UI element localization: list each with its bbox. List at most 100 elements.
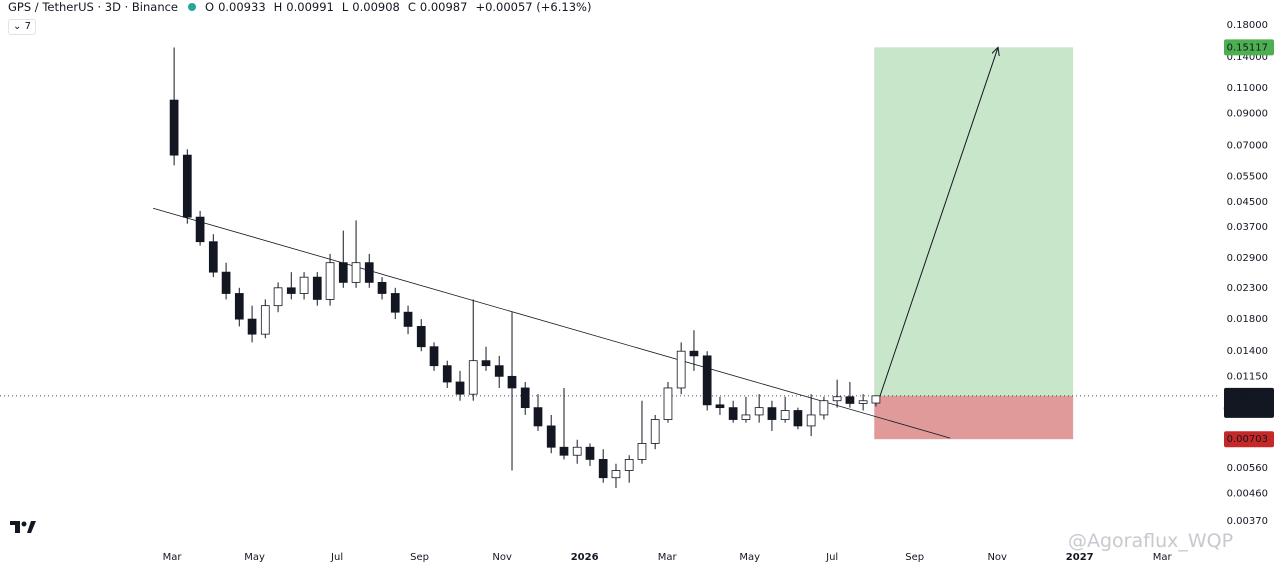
candle-body <box>442 365 452 383</box>
candle-body <box>377 281 387 294</box>
candle-body <box>689 350 699 357</box>
x-tick-label: Nov <box>987 552 1007 563</box>
candle-body <box>871 395 881 404</box>
candle-body <box>273 287 283 307</box>
y-tick-label: 0.02300 <box>1227 283 1268 294</box>
y-tick-label: 0.04500 <box>1227 197 1268 208</box>
y-tick-label: 0.01400 <box>1227 346 1268 357</box>
status-dot <box>188 3 197 11</box>
target-tag-box <box>1224 39 1274 56</box>
y-tick-label: 0.11000 <box>1227 83 1268 94</box>
tv-logo <box>10 521 36 533</box>
candle-body <box>390 293 400 313</box>
y-tick-label: 0.00560 <box>1227 463 1268 474</box>
y-tick-label: 0.18000 <box>1227 20 1268 31</box>
y-tick-label: 0.03700 <box>1227 222 1268 233</box>
x-tick-label: Nov <box>492 552 512 563</box>
candle-body <box>494 365 504 377</box>
candle-body <box>429 346 439 367</box>
candle-body <box>754 407 764 416</box>
target-zone <box>874 47 1074 396</box>
y-tick-label: 0.05500 <box>1227 171 1268 182</box>
x-tick-label: Mar <box>163 552 183 563</box>
candle-body <box>702 355 712 406</box>
candle-body <box>728 407 738 420</box>
candle-body <box>169 99 179 156</box>
y-tick-label: 0.01150 <box>1227 371 1268 382</box>
x-tick-label: Mar <box>658 552 678 563</box>
candle-body <box>455 381 465 395</box>
candle-body <box>533 407 543 427</box>
change: +0.00057 (+6.13%) <box>475 0 592 14</box>
candle-body <box>234 293 244 320</box>
candle-body <box>611 470 621 479</box>
indicator-count: 7 <box>24 21 31 32</box>
candle-body <box>338 262 348 283</box>
candle-body <box>741 414 751 420</box>
price-axis <box>1222 0 1280 568</box>
candle-body <box>468 360 478 395</box>
candle-body <box>325 262 335 300</box>
candle-body <box>806 414 816 427</box>
target-tag-label: 0.15117 <box>1227 42 1268 53</box>
x-tick-label: Mar <box>1153 552 1173 563</box>
y-tick-label: 0.09000 <box>1227 109 1268 120</box>
last-price-label: 0.00987 <box>1227 391 1268 402</box>
y-tick-label: 0.02900 <box>1227 253 1268 264</box>
x-tick-label: Jul <box>330 552 343 563</box>
ohlc-value: 0.00933 <box>218 0 266 14</box>
candle-body <box>195 216 205 243</box>
x-tick-label: 2026 <box>571 552 599 563</box>
ohlc-label: H <box>273 0 283 14</box>
stop-zone <box>874 395 1074 440</box>
trendline <box>152 207 951 439</box>
x-tick-label: 2027 <box>1066 552 1094 563</box>
stop-tag-label: 0.00703 <box>1227 434 1268 445</box>
x-tick-label: Sep <box>905 552 924 563</box>
last-price-box <box>1224 387 1274 418</box>
x-tick-label: Jul <box>825 552 838 563</box>
candle-body <box>546 425 556 448</box>
candle-body <box>403 311 413 327</box>
y-tick-label: 0.00460 <box>1227 488 1268 499</box>
candle-body <box>637 443 647 460</box>
candle-body <box>767 407 777 420</box>
y-tick-label: 0.00370 <box>1227 516 1268 527</box>
x-tick-label: May <box>244 552 265 563</box>
candle-body <box>624 459 634 471</box>
candle-body <box>351 262 361 283</box>
candle-body <box>221 271 231 294</box>
candle-body <box>247 318 257 335</box>
stop-tag-box <box>1224 431 1274 448</box>
candle-body <box>858 400 868 404</box>
candle-body <box>832 396 842 402</box>
indicator-toggle[interactable]: ⌄ 7 <box>8 19 36 35</box>
candle-body <box>260 305 270 335</box>
candle-body <box>572 446 582 456</box>
ohlc-label: L <box>341 0 349 14</box>
ohlc-value: 0.00987 <box>419 0 468 14</box>
candle-body <box>208 241 218 273</box>
candle-body <box>559 446 569 456</box>
watermark: @Agoraflux_WQP <box>1068 530 1234 552</box>
candle-body <box>299 276 309 294</box>
ohlc-label: C <box>407 0 416 14</box>
candle-body <box>780 410 790 420</box>
y-tick-label: 0.07000 <box>1227 141 1268 152</box>
ohlc-value: 0.00991 <box>286 0 334 14</box>
candle-body <box>585 446 595 460</box>
candle-body <box>676 350 686 389</box>
candle-body <box>507 375 517 389</box>
y-tick-label: 0.14000 <box>1227 52 1268 63</box>
y-tick-label: 0.01800 <box>1227 314 1268 325</box>
legend-header: GPS / TetherUS · 3D · Binance O 0.00933 H… <box>8 0 591 14</box>
candle-body <box>663 387 673 420</box>
candle-body <box>845 396 855 404</box>
ohlc-value: 0.00908 <box>352 0 400 14</box>
candle-body <box>715 404 725 409</box>
candle-body <box>312 276 322 300</box>
candle-body <box>520 387 530 409</box>
ohlc-label: O <box>205 0 215 14</box>
